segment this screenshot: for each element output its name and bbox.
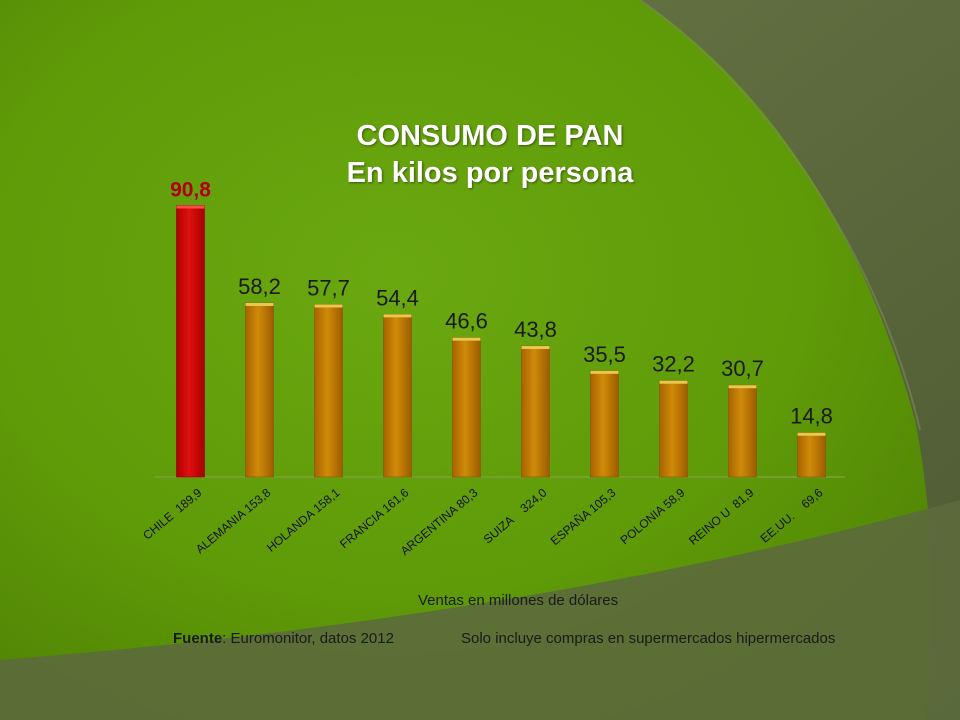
bar-top-highlight — [452, 337, 481, 341]
x-tick-label: REINO U 81,9 — [686, 485, 757, 547]
x-tick-label: CHILE 189,9 — [140, 485, 204, 542]
source-text: : Euromonitor, datos 2012 — [222, 630, 394, 647]
bar-top-highlight — [176, 205, 205, 209]
bar — [590, 370, 619, 478]
x-tick-label: ESPAÑA 105,3 — [548, 485, 619, 548]
x-tick-label: EE.UU. 69,6 — [758, 485, 826, 545]
x-tick-label: POLONIA 58,9 — [618, 485, 688, 547]
x-tick-label: ALEMANIA 153,8 — [193, 485, 274, 556]
data-label: 32,2 — [652, 352, 695, 377]
bar — [659, 380, 688, 478]
x-tick-label: HOLANDA 158,1 — [264, 485, 343, 554]
bar-top-highlight — [590, 370, 619, 374]
x-tick-label: FRANCIA 161,6 — [337, 485, 412, 551]
data-label: 54,4 — [376, 285, 419, 310]
bar — [383, 314, 412, 478]
bar-top-highlight — [797, 432, 826, 436]
data-label: 58,2 — [238, 274, 281, 299]
bar — [452, 337, 481, 478]
chart-subtitle: En kilos por persona — [346, 157, 634, 189]
bar — [314, 304, 343, 478]
bar-top-highlight — [245, 302, 274, 306]
bar — [176, 205, 205, 478]
bar-top-highlight — [659, 380, 688, 384]
bar — [245, 302, 274, 478]
data-label: 35,5 — [583, 342, 626, 367]
x-axis-title: Ventas en millones de dólares — [418, 592, 619, 609]
note-text: Solo incluye compras en supermercados hi… — [461, 630, 836, 647]
data-label: 30,7 — [721, 356, 764, 381]
x-tick-label: SUIZA 324,0 — [481, 485, 550, 546]
bar — [728, 384, 757, 478]
bar-top-highlight — [521, 346, 550, 350]
data-label: 14,8 — [790, 404, 833, 429]
bar — [521, 345, 550, 478]
data-label: 46,6 — [445, 309, 488, 334]
source-label: Fuente — [173, 630, 223, 647]
chart-title: CONSUMO DE PAN — [356, 120, 624, 152]
data-label: 43,8 — [514, 317, 557, 342]
bar-top-highlight — [383, 314, 412, 318]
data-label: 90,8 — [170, 179, 211, 202]
bar — [797, 432, 826, 478]
bar-top-highlight — [314, 304, 343, 308]
data-label: 57,7 — [307, 275, 350, 300]
bar-top-highlight — [728, 385, 757, 389]
source-line: Fuente: Euromonitor, datos 2012 — [173, 630, 394, 647]
